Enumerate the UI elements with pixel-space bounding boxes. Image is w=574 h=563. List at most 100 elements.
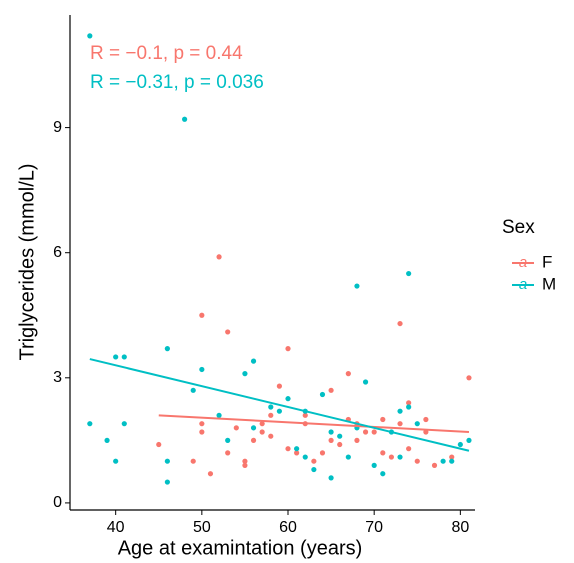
point — [199, 312, 205, 318]
x-tick-label: 60 — [279, 519, 297, 536]
point — [319, 391, 326, 398]
point — [276, 408, 282, 414]
point — [397, 454, 403, 460]
point — [354, 437, 360, 443]
point — [199, 429, 205, 435]
x-tick-label: 70 — [365, 519, 383, 536]
point — [337, 433, 343, 439]
point — [466, 375, 472, 381]
point — [294, 450, 300, 456]
point — [225, 329, 231, 335]
y-tick-label: 3 — [53, 369, 62, 386]
point — [242, 371, 248, 377]
point — [319, 450, 326, 456]
point — [328, 429, 334, 435]
point — [380, 471, 386, 477]
point — [268, 433, 274, 439]
legend-key-glyph: a — [519, 276, 527, 293]
x-tick-label: 40 — [107, 519, 125, 536]
point — [406, 400, 412, 406]
point — [285, 396, 291, 402]
y-tick-label: 0 — [53, 494, 62, 511]
point — [423, 416, 429, 423]
point — [199, 421, 205, 427]
point — [113, 458, 119, 464]
point — [164, 458, 170, 464]
y-tick-label: 9 — [53, 119, 62, 136]
point — [406, 270, 412, 277]
point — [294, 446, 300, 452]
point — [388, 454, 395, 460]
point — [380, 450, 386, 456]
point — [397, 320, 403, 327]
y-axis-label: Triglycerides (mmol/L) — [16, 163, 38, 360]
x-tick-label: 80 — [451, 519, 469, 536]
point — [311, 466, 317, 473]
point — [259, 429, 265, 435]
point — [190, 458, 196, 464]
point — [397, 421, 403, 427]
point — [466, 437, 472, 443]
point — [328, 437, 334, 443]
point — [164, 479, 170, 485]
point — [440, 458, 446, 464]
point — [328, 387, 334, 393]
point — [250, 437, 257, 443]
point — [259, 421, 265, 427]
point — [225, 437, 231, 443]
point — [337, 441, 343, 448]
point — [414, 458, 420, 464]
point — [233, 425, 239, 431]
point — [449, 458, 455, 464]
point — [225, 450, 231, 456]
point — [406, 404, 412, 410]
point — [345, 371, 351, 377]
legend-label: F — [542, 252, 552, 271]
point — [242, 462, 248, 468]
point — [285, 346, 291, 352]
point — [362, 379, 369, 385]
point — [431, 462, 438, 468]
point — [87, 33, 93, 39]
point — [362, 429, 369, 435]
point — [242, 458, 248, 464]
point — [87, 421, 93, 427]
y-tick-label: 6 — [53, 244, 62, 261]
point — [164, 346, 170, 352]
point — [199, 366, 205, 373]
point — [414, 421, 420, 427]
point — [104, 437, 110, 443]
point — [380, 416, 386, 423]
annotation: R = −0.1, p = 0.44 — [90, 43, 243, 64]
point — [302, 454, 308, 460]
fit-line — [158, 414, 470, 434]
point — [190, 387, 196, 393]
point — [397, 408, 403, 414]
point — [216, 254, 222, 260]
legend-key-glyph: a — [519, 254, 527, 271]
point — [345, 454, 351, 460]
point — [406, 446, 412, 452]
point — [371, 462, 377, 468]
point — [268, 404, 274, 410]
point — [121, 421, 127, 427]
x-axis-label: Age at examintation (years) — [118, 537, 363, 559]
annotation: R = −0.31, p = 0.036 — [90, 72, 264, 93]
point — [371, 429, 377, 435]
point — [449, 454, 455, 460]
point — [113, 354, 119, 360]
point — [156, 441, 162, 448]
point — [250, 358, 257, 364]
point — [354, 283, 360, 289]
point — [121, 354, 127, 360]
point — [285, 446, 291, 452]
point — [216, 412, 222, 418]
fit-line — [89, 358, 470, 452]
point — [457, 441, 463, 448]
legend-label: M — [542, 274, 556, 293]
legend-title: Sex — [502, 217, 535, 238]
point — [328, 475, 334, 481]
point — [207, 471, 214, 477]
